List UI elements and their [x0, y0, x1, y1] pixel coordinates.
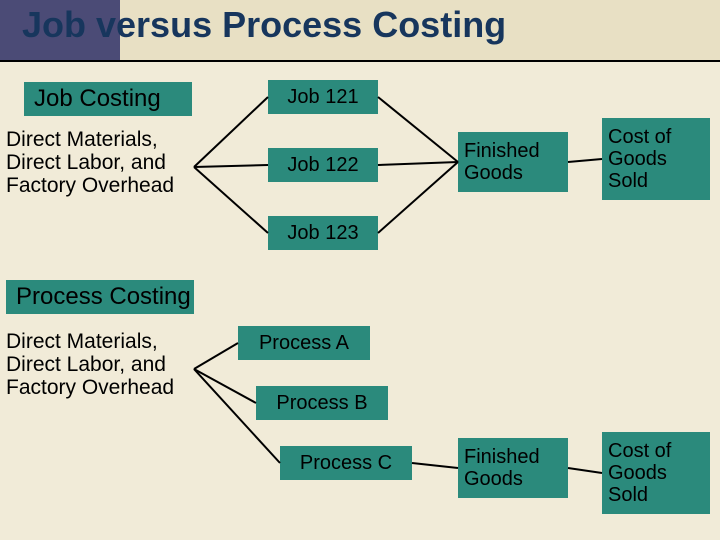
job-costing-inputs: Direct Materials, Direct Labor, and Fact…: [6, 128, 194, 206]
title-bar: Job versus Process Costing: [0, 0, 720, 62]
process-b: Process B: [256, 386, 388, 420]
process-c: Process C: [280, 446, 412, 480]
job-box-122: Job 122: [268, 148, 378, 182]
process-finished-goods: Finished Goods: [458, 438, 568, 498]
process-costing-header: Process Costing: [6, 280, 194, 314]
process-costing-inputs: Direct Materials, Direct Labor, and Fact…: [6, 330, 194, 408]
page-title: Job versus Process Costing: [22, 4, 506, 46]
job-box-121: Job 121: [268, 80, 378, 114]
job-finished-goods: Finished Goods: [458, 132, 568, 192]
job-box-123: Job 123: [268, 216, 378, 250]
process-a: Process A: [238, 326, 370, 360]
process-cogs: Cost of Goods Sold: [602, 432, 710, 514]
job-costing-header: Job Costing: [24, 82, 192, 116]
job-cogs: Cost of Goods Sold: [602, 118, 710, 200]
